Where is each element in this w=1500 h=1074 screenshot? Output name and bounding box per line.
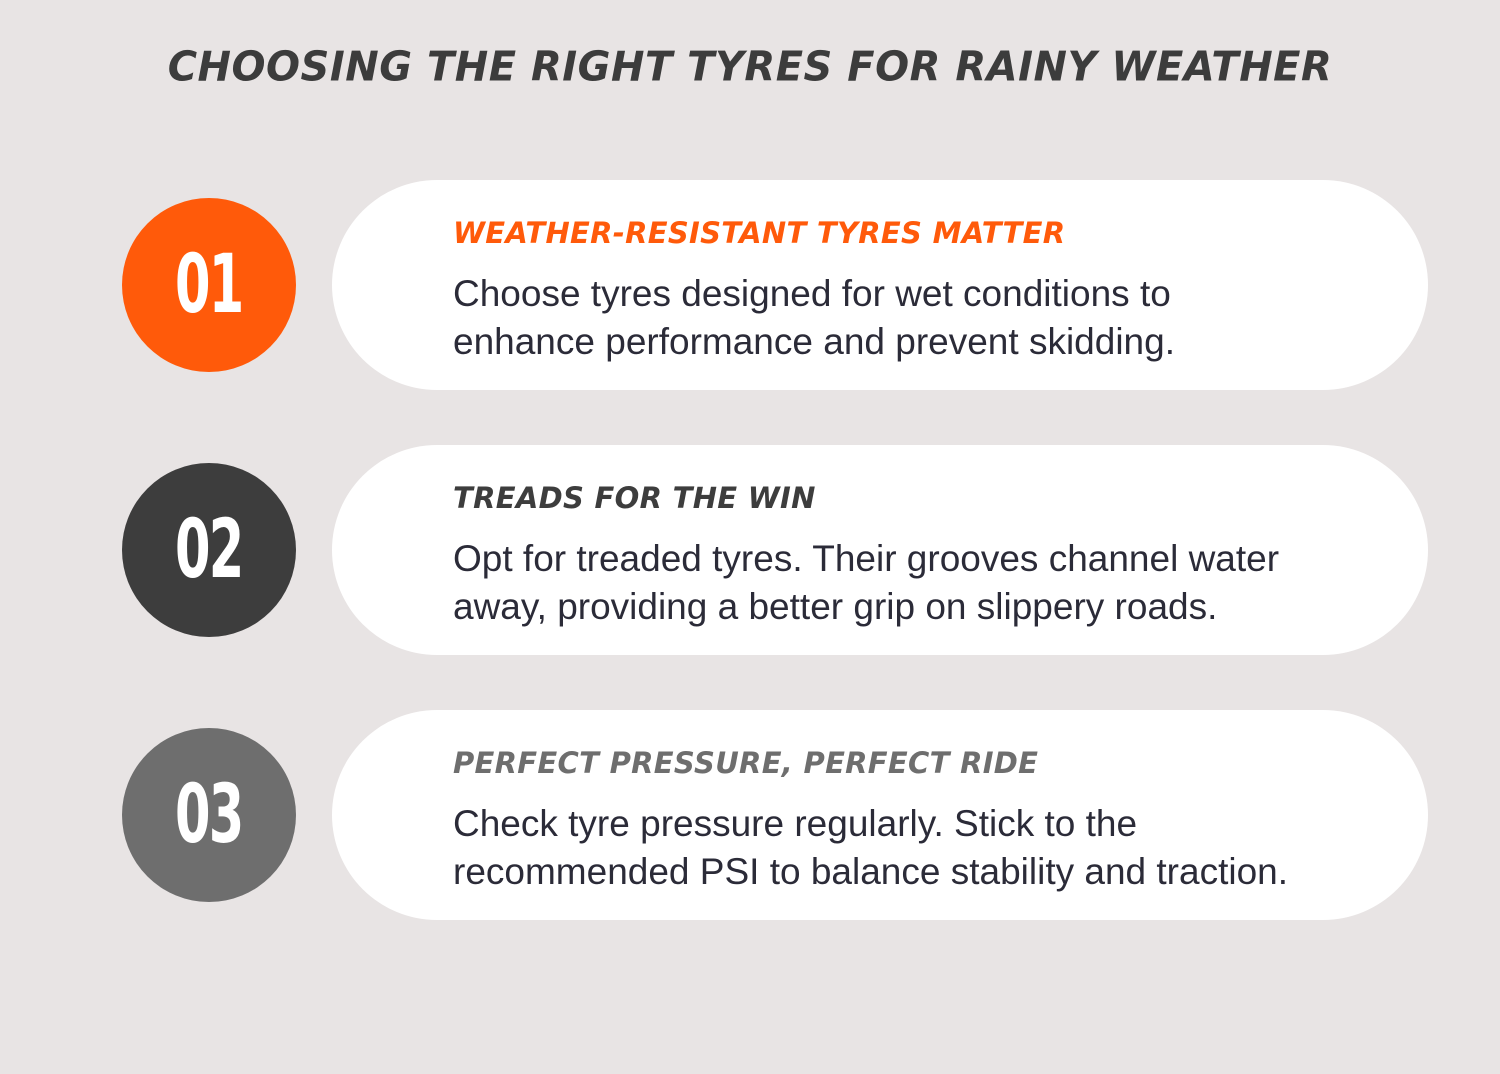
- tip-row-1: 01 WEATHER-RESISTANT TYRES MATTER Choose…: [0, 180, 1500, 390]
- number-badge: 02: [122, 463, 296, 637]
- tip-row-2: 02 TREADS FOR THE WIN Opt for treaded ty…: [0, 445, 1500, 655]
- tip-description-line: Choose tyres designed for wet conditions…: [453, 273, 1171, 314]
- tip-heading: WEATHER-RESISTANT TYRES MATTER: [453, 216, 1066, 250]
- tip-description-line: Check tyre pressure regularly. Stick to …: [453, 803, 1138, 844]
- page-title: CHOOSING THE RIGHT TYRES FOR RAINY WEATH…: [167, 43, 1333, 91]
- tip-card: PERFECT PRESSURE, PERFECT RIDE Check tyr…: [332, 710, 1428, 920]
- tip-description-line: Opt for treaded tyres. Their grooves cha…: [453, 538, 1280, 579]
- number-badge: 01: [122, 198, 296, 372]
- tip-heading: TREADS FOR THE WIN: [453, 481, 816, 515]
- tip-heading: PERFECT PRESSURE, PERFECT RIDE: [453, 746, 1039, 780]
- tip-description-line: recommended PSI to balance stability and…: [453, 851, 1289, 892]
- number-badge: 03: [122, 728, 296, 902]
- tip-description: Check tyre pressure regularly. Stick to …: [453, 800, 1403, 896]
- badge-number: 03: [175, 767, 244, 863]
- tip-card: TREADS FOR THE WIN Opt for treaded tyres…: [332, 445, 1428, 655]
- badge-number: 01: [175, 237, 244, 333]
- tip-card: WEATHER-RESISTANT TYRES MATTER Choose ty…: [332, 180, 1428, 390]
- badge-number: 02: [175, 502, 244, 598]
- tip-description-line: enhance performance and prevent skidding…: [453, 321, 1175, 362]
- tip-description-line: away, providing a better grip on slipper…: [453, 586, 1218, 627]
- tip-row-3: 03 PERFECT PRESSURE, PERFECT RIDE Check …: [0, 710, 1500, 920]
- tip-description: Opt for treaded tyres. Their grooves cha…: [453, 535, 1403, 631]
- tip-description: Choose tyres designed for wet conditions…: [453, 270, 1403, 366]
